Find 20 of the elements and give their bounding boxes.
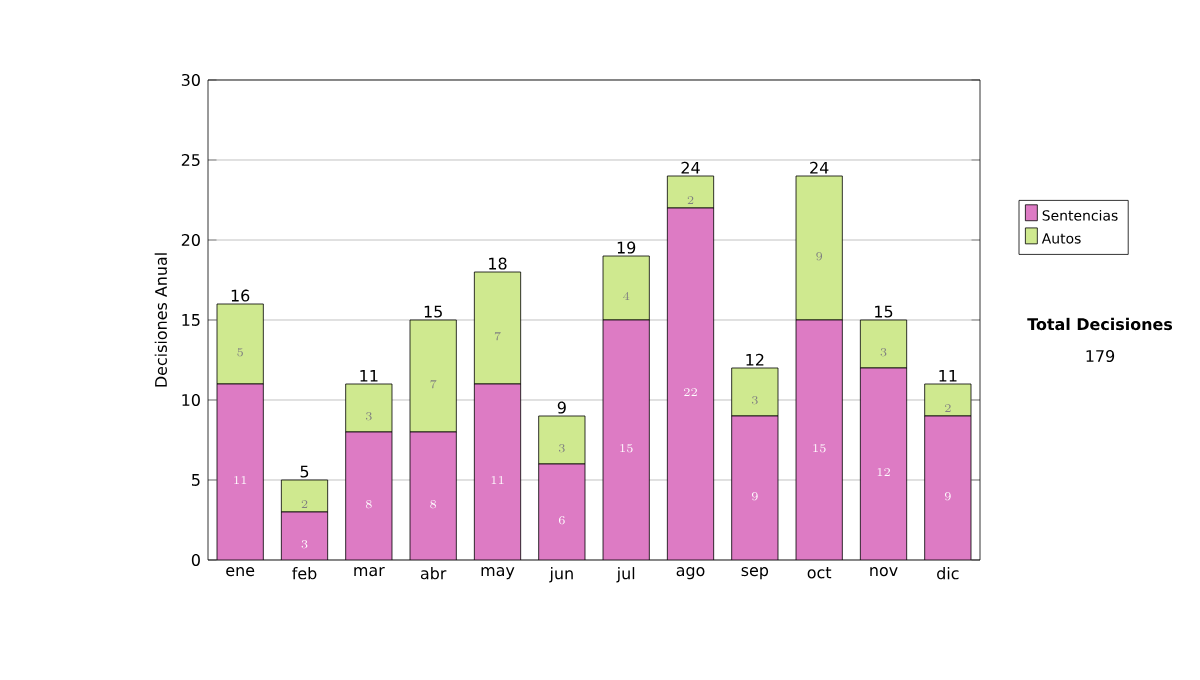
- bar: [731, 416, 778, 560]
- bar: [473, 271, 522, 385]
- bar: [859, 319, 908, 369]
- bar: [345, 383, 393, 433]
- bar: [924, 415, 972, 560]
- bar: [538, 415, 586, 465]
- bar: [796, 320, 843, 560]
- bar: [538, 464, 585, 560]
- bar: [217, 384, 264, 560]
- bar: [280, 479, 329, 513]
- bar: [667, 208, 714, 560]
- bar: [410, 432, 457, 560]
- bar: [860, 368, 907, 560]
- bar: [409, 319, 457, 433]
- bar: [345, 432, 392, 560]
- bar: [474, 384, 521, 560]
- bar: [281, 512, 328, 560]
- bar: [602, 255, 650, 321]
- bar: [603, 320, 650, 560]
- bar: [731, 367, 779, 417]
